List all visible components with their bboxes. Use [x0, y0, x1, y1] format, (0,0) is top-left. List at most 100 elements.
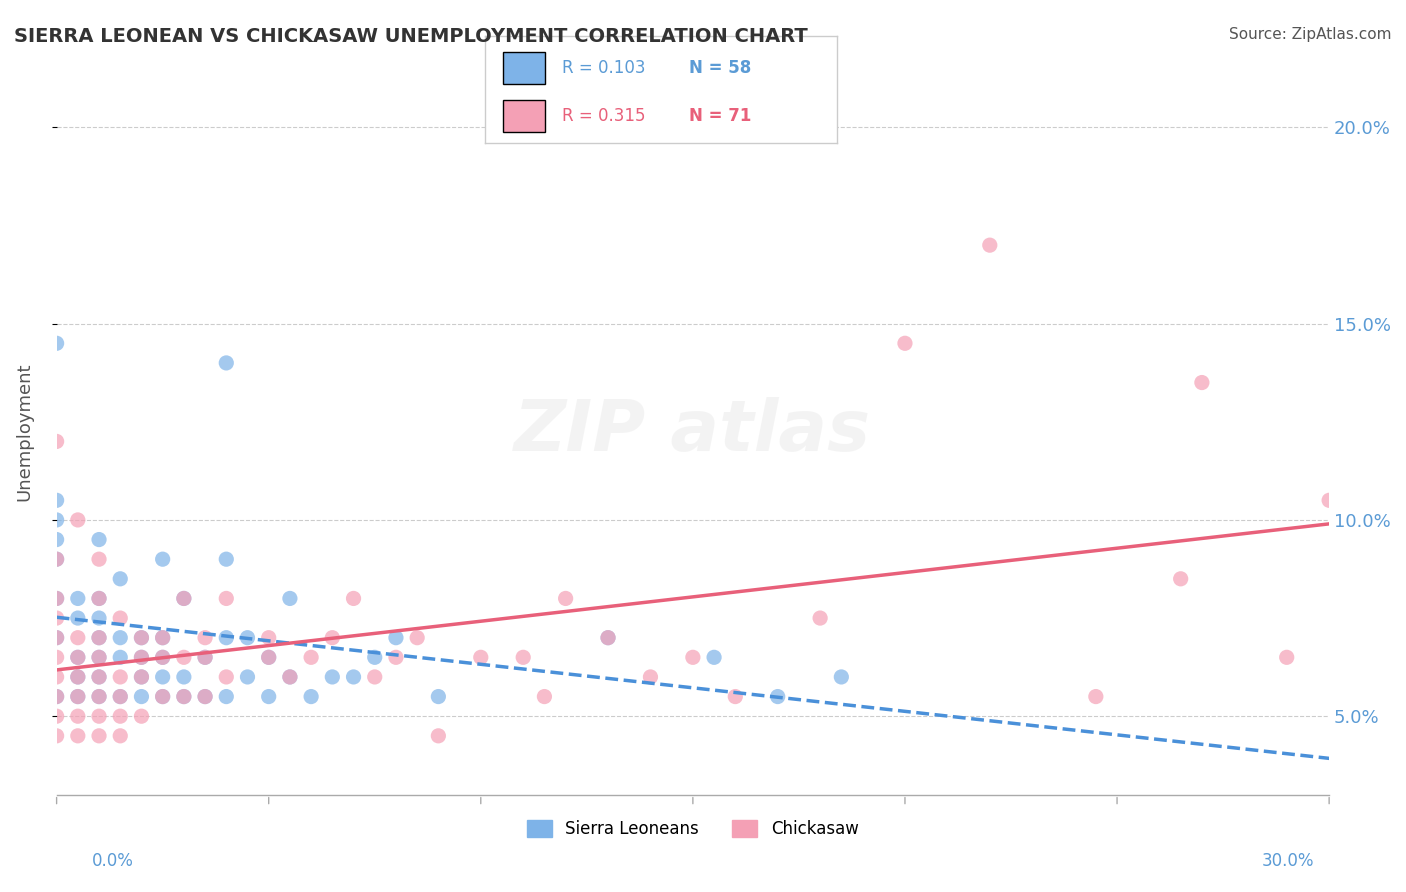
- Point: [682, 650, 704, 665]
- Point: [194, 690, 217, 704]
- Point: [257, 690, 280, 704]
- Point: [87, 533, 110, 547]
- Point: [406, 631, 429, 645]
- Point: [45, 631, 67, 645]
- Point: [152, 650, 174, 665]
- Point: [45, 434, 67, 449]
- Point: [299, 650, 322, 665]
- Point: [66, 670, 89, 684]
- Point: [45, 650, 67, 665]
- Point: [66, 690, 89, 704]
- Point: [45, 552, 67, 566]
- Point: [87, 591, 110, 606]
- Point: [173, 650, 195, 665]
- Point: [1191, 376, 1213, 390]
- Point: [110, 572, 132, 586]
- Point: [66, 670, 89, 684]
- Point: [194, 631, 217, 645]
- Point: [66, 513, 89, 527]
- Point: [45, 513, 67, 527]
- Point: [110, 729, 132, 743]
- Point: [173, 690, 195, 704]
- Point: [87, 709, 110, 723]
- Text: ZIP atlas: ZIP atlas: [515, 397, 872, 467]
- Point: [1170, 572, 1192, 586]
- Point: [87, 591, 110, 606]
- Point: [45, 631, 67, 645]
- Point: [278, 591, 301, 606]
- Point: [257, 650, 280, 665]
- Point: [66, 631, 89, 645]
- Point: [45, 533, 67, 547]
- FancyBboxPatch shape: [503, 100, 544, 132]
- Point: [194, 650, 217, 665]
- Point: [45, 729, 67, 743]
- Point: [215, 670, 238, 684]
- Point: [257, 650, 280, 665]
- Point: [152, 670, 174, 684]
- Point: [131, 631, 153, 645]
- Point: [110, 670, 132, 684]
- Point: [1317, 493, 1340, 508]
- Point: [152, 690, 174, 704]
- Point: [87, 650, 110, 665]
- Point: [342, 591, 364, 606]
- Point: [131, 670, 153, 684]
- Point: [385, 631, 408, 645]
- Point: [364, 670, 387, 684]
- Point: [110, 709, 132, 723]
- Point: [131, 650, 153, 665]
- Point: [87, 729, 110, 743]
- Point: [110, 611, 132, 625]
- Point: [554, 591, 576, 606]
- Point: [131, 631, 153, 645]
- Point: [45, 493, 67, 508]
- Point: [87, 690, 110, 704]
- Point: [45, 336, 67, 351]
- Point: [45, 690, 67, 704]
- Point: [321, 670, 343, 684]
- Point: [299, 690, 322, 704]
- Point: [66, 591, 89, 606]
- Point: [385, 650, 408, 665]
- Point: [152, 631, 174, 645]
- Text: R = 0.315: R = 0.315: [562, 107, 645, 125]
- Point: [87, 631, 110, 645]
- Point: [110, 631, 132, 645]
- Point: [87, 670, 110, 684]
- Point: [640, 670, 662, 684]
- Point: [131, 670, 153, 684]
- Point: [66, 729, 89, 743]
- Point: [131, 709, 153, 723]
- Point: [87, 670, 110, 684]
- Text: SIERRA LEONEAN VS CHICKASAW UNEMPLOYMENT CORRELATION CHART: SIERRA LEONEAN VS CHICKASAW UNEMPLOYMENT…: [14, 27, 808, 45]
- Point: [1084, 690, 1107, 704]
- Point: [194, 690, 217, 704]
- Point: [110, 690, 132, 704]
- Point: [131, 650, 153, 665]
- Point: [342, 670, 364, 684]
- Point: [152, 631, 174, 645]
- Point: [110, 650, 132, 665]
- Point: [87, 631, 110, 645]
- Point: [1275, 650, 1298, 665]
- Point: [173, 690, 195, 704]
- Point: [173, 591, 195, 606]
- Point: [45, 591, 67, 606]
- Text: R = 0.103: R = 0.103: [562, 59, 645, 77]
- Point: [215, 631, 238, 645]
- Point: [87, 611, 110, 625]
- Point: [45, 591, 67, 606]
- Point: [257, 631, 280, 645]
- Text: N = 58: N = 58: [689, 59, 751, 77]
- Text: N = 71: N = 71: [689, 107, 751, 125]
- Point: [703, 650, 725, 665]
- Point: [596, 631, 619, 645]
- Text: Source: ZipAtlas.com: Source: ZipAtlas.com: [1229, 27, 1392, 42]
- Point: [45, 709, 67, 723]
- Point: [470, 650, 492, 665]
- FancyBboxPatch shape: [503, 52, 544, 84]
- Point: [45, 690, 67, 704]
- Point: [215, 690, 238, 704]
- Point: [596, 631, 619, 645]
